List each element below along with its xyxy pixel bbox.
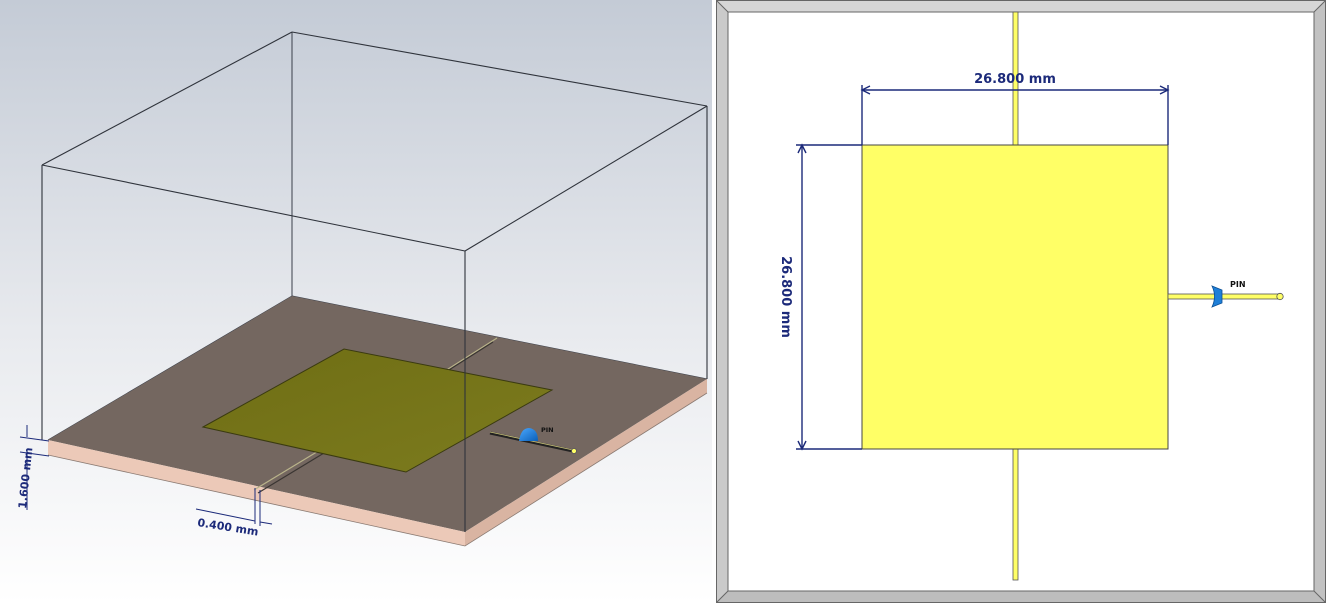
- feed-port[interactable]: PIN: [489, 426, 577, 454]
- substrate-front-face[interactable]: [48, 440, 465, 546]
- radiating-patch-top[interactable]: [861, 144, 1169, 450]
- feed-port-top[interactable]: PIN: [1167, 280, 1284, 308]
- perspective-view-canvas[interactable]: PIN 1.600 mm 0.400 mm: [0, 0, 712, 603]
- feed-line-top: [1167, 293, 1280, 300]
- thickness-label: 1.600 mm: [16, 447, 35, 510]
- port-icon-top[interactable]: [1211, 285, 1223, 308]
- patch-length-dimension: [796, 143, 862, 451]
- feed-line: [489, 431, 574, 453]
- substrate-right-face[interactable]: [465, 379, 707, 546]
- perspective-view-panel[interactable]: PIN 1.600 mm 0.400 mm: [0, 0, 712, 603]
- top-view-panel[interactable]: PIN 26.800 mm 26.800 mm: [716, 0, 1326, 603]
- patch-width-dimension: [860, 85, 1170, 145]
- feed-end-point-top: [1276, 292, 1284, 301]
- feed-end-point: [571, 448, 577, 454]
- patch-width-label: 26.800 mm: [974, 72, 1056, 87]
- port-label-3d: PIN: [541, 426, 554, 434]
- bounding-box-front-edges: [41, 31, 708, 532]
- port-label-top: PIN: [1230, 280, 1246, 289]
- port-icon[interactable]: [519, 428, 538, 441]
- thickness-dimension: [19, 425, 50, 510]
- top-view-canvas[interactable]: PIN 26.800 mm 26.800 mm: [716, 0, 1326, 603]
- slot-width-dimension: [195, 488, 273, 526]
- bottom-slot: [253, 449, 321, 491]
- bottom-strip[interactable]: [1012, 448, 1019, 581]
- patch-length-label: 26.800 mm: [778, 256, 793, 338]
- top-slot: [444, 337, 498, 372]
